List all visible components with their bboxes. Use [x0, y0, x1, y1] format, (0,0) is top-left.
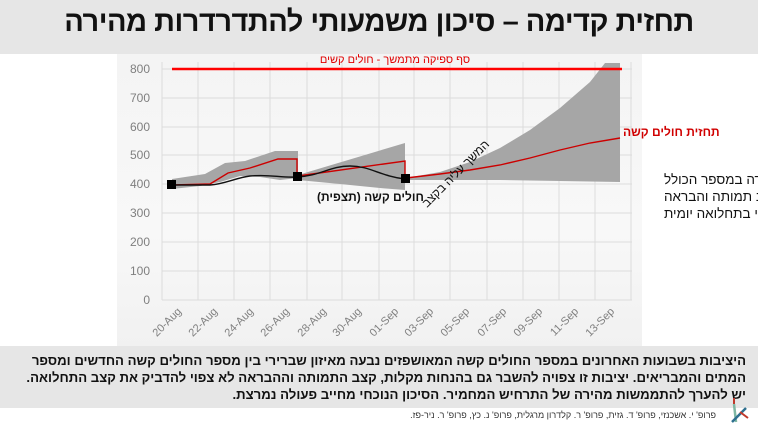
svg-text:24-Aug: 24-Aug — [223, 306, 257, 340]
institution-logo-icon — [731, 398, 749, 423]
svg-text:05-Sep: 05-Sep — [439, 306, 473, 340]
svg-text:כתוצאה מעליה בקצב תמותה והבראה: כתוצאה מעליה בקצב תמותה והבראה — [664, 189, 758, 204]
forecast-main — [405, 137, 621, 179]
summary-line-1: היציבות בשבועות האחרונים במספר החולים קש… — [31, 353, 746, 368]
svg-text:700: 700 — [130, 91, 150, 105]
svg-text:26-Aug: 26-Aug — [259, 306, 293, 340]
page-title: תחזית קדימה – סיכון משמעותי להתדרדרות מה… — [64, 6, 694, 38]
summary-line-2: המתים והמבריאים. יציבות זו צפויה להשבר ג… — [26, 370, 746, 385]
y-axis-labels: 800 700 600 500 400 300 200 100 0 — [130, 62, 150, 307]
band-segment-1 — [172, 151, 298, 189]
svg-text:07-Sep: 07-Sep — [476, 306, 510, 340]
svg-text:09-Sep: 09-Sep — [512, 306, 546, 340]
svg-text:22-Aug: 22-Aug — [187, 306, 221, 340]
marker-27-aug — [293, 172, 302, 181]
observed-markers — [167, 172, 410, 189]
summary-text: היציבות בשבועות האחרונים במספר החולים קש… — [6, 352, 746, 403]
svg-text:500: 500 — [130, 148, 150, 162]
observed-label: חולים קשה (תצפית) — [317, 190, 424, 204]
svg-text:30-Aug: 30-Aug — [331, 306, 365, 340]
forecast-segment-2 — [297, 160, 406, 180]
forecast-segment-1 — [171, 158, 298, 186]
credits: פרופ' י. אשכנזי, פרופ' ד. גזית, פרופ' ר.… — [410, 410, 716, 420]
summary-box — [0, 346, 758, 408]
band-forecast — [406, 63, 620, 182]
x-axis-labels: 20-Aug 22-Aug 24-Aug 26-Aug 28-Aug 30-Au… — [151, 306, 618, 340]
forecast-label: תחזית חולים קשה — [623, 125, 720, 139]
svg-text:28-Aug: 28-Aug — [296, 306, 330, 340]
svg-text:11-Sep: 11-Sep — [548, 306, 581, 339]
svg-text:13-Sep: 13-Sep — [584, 306, 618, 340]
threshold-label: סף ספיקה מתמשך - חולים קשים — [320, 53, 470, 66]
svg-text:20-Aug: 20-Aug — [151, 306, 185, 340]
marker-20-aug — [167, 180, 176, 189]
svg-text:800: 800 — [130, 62, 150, 76]
svg-text:100: 100 — [130, 264, 150, 278]
svg-text:0: 0 — [143, 293, 150, 307]
summary-line-3: יש להערך להתממשות מהירה של התרחיש המחמיר… — [232, 387, 746, 402]
svg-text:200: 200 — [130, 235, 150, 249]
svg-text:ללא שינוי בתחלואה יומית: ללא שינוי בתחלואה יומית — [664, 206, 758, 221]
svg-text:600: 600 — [130, 120, 150, 134]
svg-text:03-Sep: 03-Sep — [403, 306, 437, 340]
forecast-lines — [171, 137, 621, 186]
title-bar: תחזית קדימה – סיכון משמעותי להתדרדרות מה… — [0, 0, 758, 54]
svg-text:ירידה במספר הכולל: ירידה במספר הכולל — [664, 172, 758, 187]
svg-text:400: 400 — [130, 177, 150, 191]
svg-text:01-Sep: 01-Sep — [368, 306, 402, 340]
svg-text:300: 300 — [130, 206, 150, 220]
marker-02-sep — [401, 174, 410, 183]
decline-note: ירידה במספר הכולל כתוצאה מעליה בקצב תמות… — [664, 172, 758, 221]
